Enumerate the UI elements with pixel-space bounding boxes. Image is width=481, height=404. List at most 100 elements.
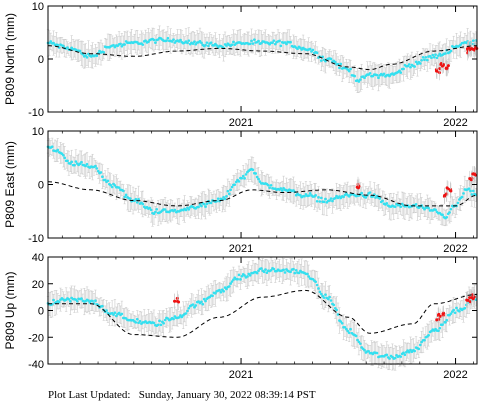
final-point <box>353 74 357 78</box>
final-point <box>85 162 89 166</box>
final-point <box>324 293 327 296</box>
final-point <box>357 340 361 344</box>
final-point <box>216 197 220 200</box>
final-point <box>244 173 248 176</box>
final-point <box>449 49 453 53</box>
final-point <box>119 42 122 46</box>
final-point <box>204 205 207 208</box>
final-points <box>46 145 478 220</box>
final-point <box>279 44 283 48</box>
rapid-point <box>469 296 473 300</box>
final-point <box>179 38 182 42</box>
final-point <box>101 304 104 308</box>
x-tick-label: 2021 <box>229 243 253 255</box>
final-point <box>336 313 340 316</box>
final-point <box>315 283 319 287</box>
final-point <box>75 300 79 303</box>
final-point <box>319 59 323 62</box>
final-point <box>240 275 244 278</box>
final-point <box>456 201 460 205</box>
final-point <box>123 195 126 199</box>
final-point <box>356 338 359 342</box>
final-point <box>91 299 94 303</box>
final-point <box>99 171 103 174</box>
final-point <box>424 55 428 59</box>
final-point <box>94 164 97 168</box>
final-point <box>328 199 331 202</box>
final-point <box>409 65 412 69</box>
final-point <box>87 299 90 302</box>
final-point <box>191 42 195 45</box>
final-point <box>378 197 382 200</box>
final-point <box>280 189 284 192</box>
final-point <box>207 44 210 48</box>
final-point <box>260 41 263 45</box>
y-tick-label: -10 <box>28 107 44 119</box>
final-point <box>360 191 364 195</box>
final-point <box>449 207 453 211</box>
rapid-points <box>355 165 477 205</box>
final-point <box>225 44 228 47</box>
y-axis-label: P809 East (mm) <box>3 141 17 228</box>
final-point <box>460 195 464 199</box>
final-point <box>227 285 231 288</box>
final-point <box>56 43 60 47</box>
final-point <box>120 312 124 316</box>
final-point <box>74 160 78 163</box>
final-point <box>251 168 255 172</box>
final-point <box>200 300 203 304</box>
rapid-point <box>449 189 453 193</box>
final-point <box>470 42 474 46</box>
final-point <box>141 43 145 46</box>
final-point <box>435 56 439 60</box>
y-axis-label: P809 North (mm) <box>3 13 17 105</box>
final-point <box>84 164 87 168</box>
final-point <box>205 202 209 206</box>
final-point <box>78 49 82 53</box>
final-point <box>237 273 241 277</box>
y-tick-label: -10 <box>28 233 44 245</box>
final-point <box>430 56 433 60</box>
final-point <box>177 316 181 319</box>
final-point <box>225 195 228 198</box>
rapid-point <box>445 186 449 190</box>
final-point <box>201 302 205 306</box>
final-point <box>469 189 472 193</box>
final-point <box>363 76 366 80</box>
final-point <box>407 350 411 354</box>
final-point <box>399 71 403 74</box>
final-point <box>321 55 324 59</box>
final-point <box>463 306 467 310</box>
final-point <box>135 201 139 204</box>
final-point <box>269 183 273 187</box>
footer-label: Plot Last Updated: <box>48 389 131 401</box>
final-point <box>134 321 138 324</box>
final-point <box>197 205 200 209</box>
final-point <box>399 355 403 358</box>
final-point <box>393 205 397 209</box>
final-point <box>62 44 65 48</box>
final-point <box>311 48 315 52</box>
error-bars <box>46 137 478 227</box>
final-point <box>296 47 299 51</box>
final-point <box>240 176 244 180</box>
final-point <box>306 272 309 276</box>
final-point <box>227 192 231 196</box>
final-point <box>144 39 147 42</box>
final-point <box>112 313 115 316</box>
final-point <box>232 278 235 281</box>
final-point <box>211 294 214 298</box>
final-point <box>155 208 159 211</box>
final-point <box>154 41 157 44</box>
final-point <box>163 318 167 322</box>
rapid-points <box>173 287 476 328</box>
final-point <box>66 46 69 49</box>
final-point <box>102 50 106 54</box>
final-point <box>336 62 340 66</box>
rapid-point <box>175 299 179 303</box>
final-point <box>271 41 274 45</box>
final-point <box>453 311 457 315</box>
final-point <box>163 208 167 211</box>
rapid-point <box>356 186 360 190</box>
